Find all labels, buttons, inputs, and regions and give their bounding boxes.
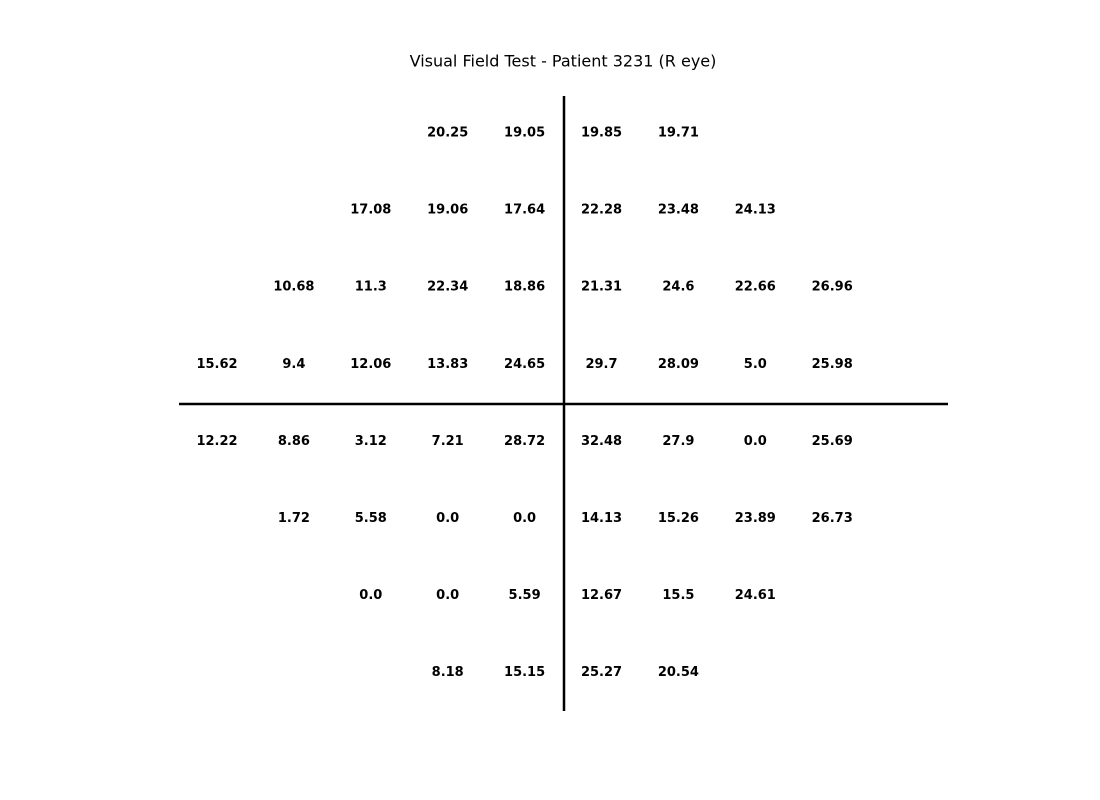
sensitivity-value: 25.69 <box>812 434 853 449</box>
sensitivity-value: 23.89 <box>735 511 776 526</box>
sensitivity-value: 0.0 <box>436 588 459 603</box>
sensitivity-value: 23.48 <box>658 203 699 218</box>
sensitivity-value: 28.72 <box>504 434 545 449</box>
sensitivity-value: 12.67 <box>581 588 622 603</box>
sensitivity-value: 14.13 <box>581 511 622 526</box>
sensitivity-value: 3.12 <box>355 434 387 449</box>
sensitivity-value: 15.5 <box>662 588 694 603</box>
sensitivity-value: 0.0 <box>436 511 459 526</box>
chart-title: Visual Field Test - Patient 3231 (R eye) <box>410 52 717 71</box>
sensitivity-value: 5.59 <box>509 588 541 603</box>
sensitivity-value: 18.86 <box>504 280 545 295</box>
sensitivity-value: 24.65 <box>504 357 545 372</box>
sensitivity-value: 5.0 <box>744 357 767 372</box>
sensitivity-value: 8.18 <box>432 665 464 680</box>
sensitivity-value: 12.06 <box>350 357 391 372</box>
sensitivity-value: 10.68 <box>273 280 314 295</box>
sensitivity-value: 19.85 <box>581 126 622 141</box>
sensitivity-value: 29.7 <box>585 357 617 372</box>
sensitivity-value: 17.08 <box>350 203 391 218</box>
sensitivity-value: 15.26 <box>658 511 699 526</box>
sensitivity-value: 26.96 <box>812 280 853 295</box>
sensitivity-value: 1.72 <box>278 511 310 526</box>
sensitivity-value: 25.98 <box>812 357 853 372</box>
sensitivity-value: 25.27 <box>581 665 622 680</box>
sensitivity-value: 27.9 <box>662 434 694 449</box>
sensitivity-value: 0.0 <box>359 588 382 603</box>
sensitivity-value: 11.3 <box>355 280 387 295</box>
sensitivity-value: 24.61 <box>735 588 776 603</box>
sensitivity-value: 22.66 <box>735 280 776 295</box>
sensitivity-value: 28.09 <box>658 357 699 372</box>
sensitivity-value: 26.73 <box>812 511 853 526</box>
sensitivity-value: 19.06 <box>427 203 468 218</box>
sensitivity-value: 22.28 <box>581 203 622 218</box>
sensitivity-value: 20.25 <box>427 126 468 141</box>
sensitivity-value: 15.15 <box>504 665 545 680</box>
sensitivity-value: 32.48 <box>581 434 622 449</box>
sensitivity-value: 24.13 <box>735 203 776 218</box>
sensitivity-value: 12.22 <box>196 434 237 449</box>
sensitivity-value: 19.71 <box>658 126 699 141</box>
sensitivity-value: 24.6 <box>662 280 694 295</box>
sensitivity-value: 9.4 <box>282 357 305 372</box>
sensitivity-value: 7.21 <box>432 434 464 449</box>
sensitivity-value: 19.05 <box>504 126 545 141</box>
sensitivity-value: 0.0 <box>744 434 767 449</box>
sensitivity-value: 13.83 <box>427 357 468 372</box>
sensitivity-value: 22.34 <box>427 280 468 295</box>
sensitivity-value: 20.54 <box>658 665 699 680</box>
sensitivity-value: 15.62 <box>196 357 237 372</box>
sensitivity-value: 5.58 <box>355 511 387 526</box>
sensitivity-value: 17.64 <box>504 203 545 218</box>
sensitivity-value: 21.31 <box>581 280 622 295</box>
sensitivity-value: 0.0 <box>513 511 536 526</box>
sensitivity-value: 8.86 <box>278 434 310 449</box>
